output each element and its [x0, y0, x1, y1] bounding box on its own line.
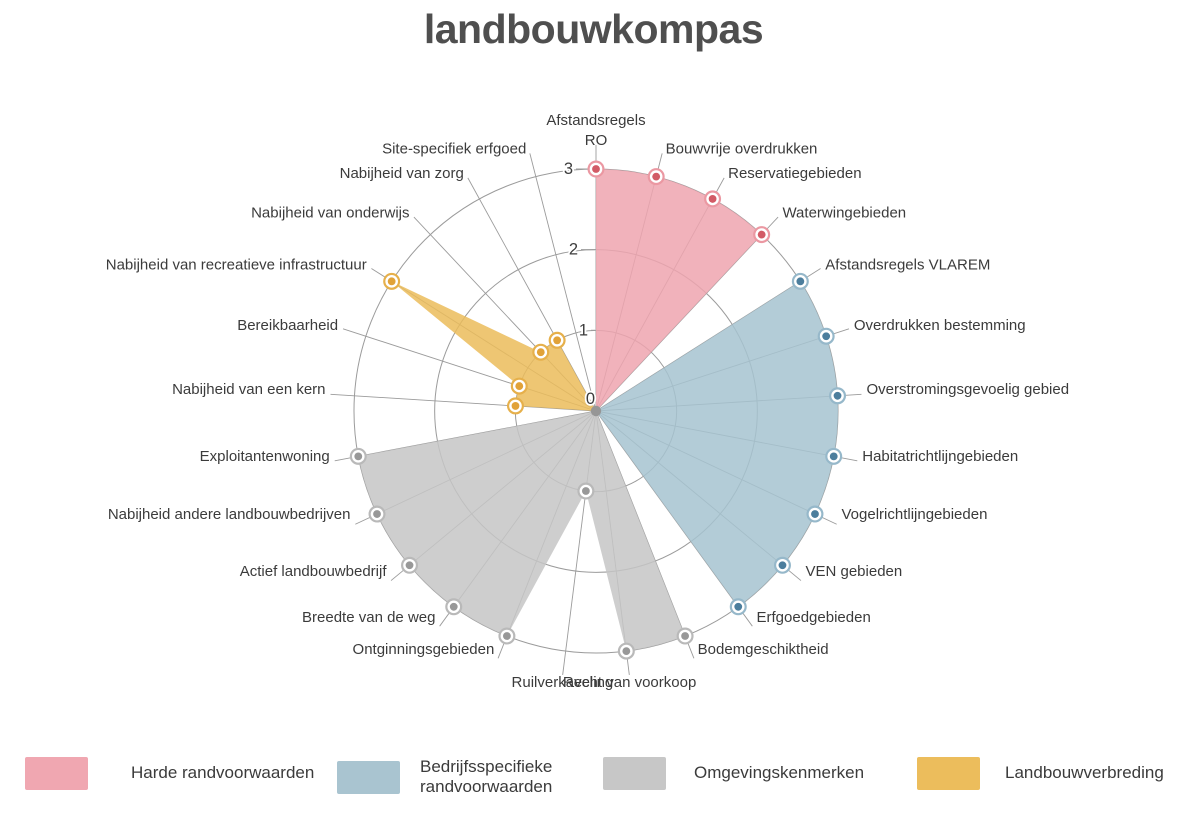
data-point-dot — [681, 632, 689, 640]
category-label: Reservatiegebieden — [728, 165, 861, 182]
category-label: Erfgoedgebieden — [757, 609, 871, 626]
legend-label-bedrijfsspecifieke[interactable]: Bedrijfsspecifieke randvoorwaarden — [420, 757, 553, 797]
page-title: landbouwkompas — [423, 6, 764, 52]
data-point-dot — [373, 510, 381, 518]
data-point-dot — [553, 336, 562, 345]
data-point-dot — [622, 647, 631, 656]
radial-tick-label: 3 — [564, 160, 573, 178]
category-label: Bodemgeschiktheid — [698, 641, 829, 658]
legend-label-harde[interactable]: Harde randvoorwaarden — [131, 763, 315, 783]
center-hub — [590, 405, 602, 417]
category-label: Afstandsregels VLAREM — [825, 256, 990, 273]
legend-item-landbouwverbreding: Landbouwverbreding — [917, 757, 1164, 790]
category-label: Nabijheid van recreatieve infrastructuur — [106, 256, 367, 273]
grid-spoke — [529, 153, 597, 412]
category-label: Nabijheid van zorg — [340, 165, 464, 182]
data-point-dot — [405, 561, 414, 570]
group-area — [596, 168, 762, 411]
legend-swatch-bedrijfsspecifieke[interactable] — [337, 760, 400, 794]
data-point-dot — [354, 452, 363, 461]
data-point-dot — [796, 277, 805, 286]
category-label: Nabijheid andere landbouwbedrijven — [108, 506, 351, 523]
data-point-dot — [833, 391, 842, 400]
legend-item-omgevingskenmerken: Omgevingskenmerken — [603, 757, 864, 790]
radial-tick-label: 1 — [579, 321, 588, 339]
radial-tick-label: 0 — [586, 390, 595, 408]
category-label: Overstromingsgevoelig gebied — [866, 381, 1069, 398]
category-label: Waterwingebieden — [782, 205, 906, 222]
data-point-dot — [449, 602, 458, 611]
category-label: Breedte van de weg — [302, 609, 435, 626]
data-point-dot — [811, 510, 819, 518]
group-area — [596, 281, 839, 607]
data-point-dot — [592, 165, 600, 173]
data-point-dot — [511, 402, 520, 410]
legend-swatch-omgevingskenmerken[interactable] — [603, 757, 666, 790]
data-point-dot — [503, 632, 511, 640]
radial-tick-label: 2 — [569, 241, 578, 259]
category-label: Bereikbaarheid — [237, 317, 338, 334]
data-point-dot — [822, 332, 831, 341]
data-point-dot — [387, 277, 396, 286]
category-label: Ruilverkaveling — [512, 674, 614, 691]
legend-label-omgevingskenmerken[interactable]: Omgevingskenmerken — [694, 763, 865, 783]
category-label: Afstandsregels RO — [546, 112, 645, 149]
legend-item-bedrijfsspecifieke: Bedrijfsspecifieke randvoorwaarden — [337, 757, 572, 798]
data-point-dot — [734, 602, 743, 611]
grid-spoke — [595, 216, 779, 412]
grid-spoke — [467, 177, 597, 412]
data-point-dot — [708, 195, 717, 203]
category-label: Site-specifiek erfgoed — [382, 140, 526, 157]
data-point-dot — [581, 487, 590, 495]
category-label: VEN gebieden — [805, 563, 902, 580]
data-point-dot — [536, 348, 545, 357]
category-label: Bouwvrije overdrukken — [666, 140, 818, 157]
data-point-dot — [778, 561, 787, 570]
legend-label-landbouwverbreding[interactable]: Landbouwverbreding — [1005, 763, 1164, 783]
group-area — [358, 411, 686, 652]
category-label: Ontginningsgebieden — [353, 641, 495, 658]
legend-swatch-harde[interactable] — [25, 757, 88, 790]
category-label: Habitatrichtlijngebieden — [862, 448, 1018, 465]
category-label: Nabijheid van een kern — [172, 381, 325, 398]
data-point-dot — [652, 172, 661, 181]
category-label: Nabijheid van onderwijs — [251, 205, 409, 222]
category-label: Recht van voorkoop — [563, 674, 696, 691]
category-label: Actief landbouwbedrijf — [240, 563, 388, 580]
category-label: Overdrukken bestemming — [854, 317, 1026, 334]
grid-spoke — [595, 410, 753, 627]
group-area — [391, 281, 596, 411]
data-point-dot — [757, 230, 766, 239]
legend-swatch-landbouwverbreding[interactable] — [917, 757, 980, 790]
data-point-dot — [515, 382, 524, 390]
category-label: Vogelrichtlijngebieden — [841, 506, 987, 523]
data-point-dot — [829, 452, 838, 461]
category-label: Exploitantenwoning — [200, 448, 330, 465]
legend-item-harde: Harde randvoorwaarden — [25, 757, 314, 790]
